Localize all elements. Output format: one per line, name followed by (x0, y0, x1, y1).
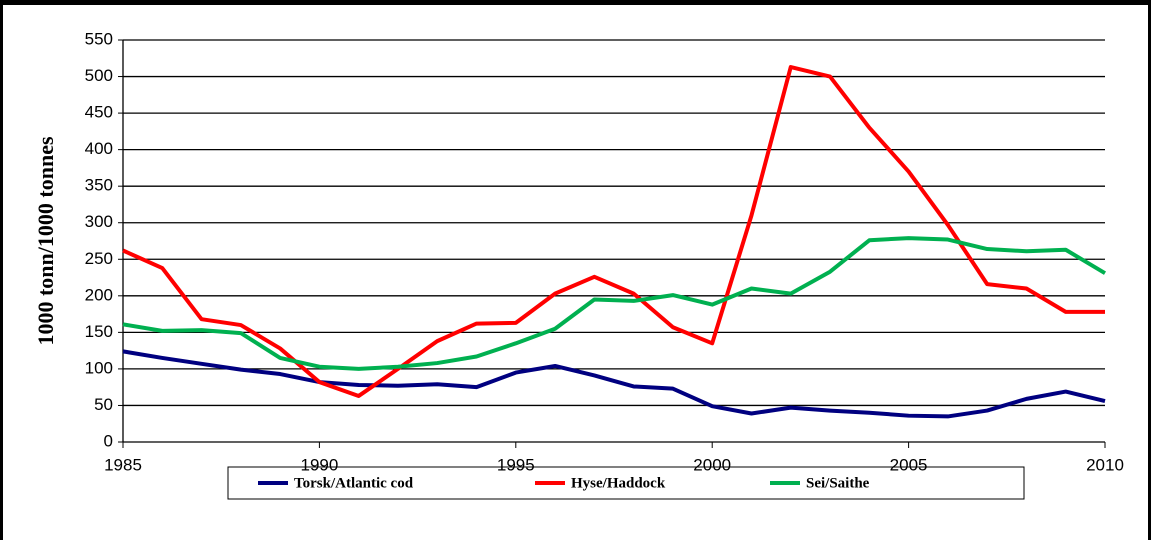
y-tick-label: 250 (85, 249, 113, 268)
y-tick-label: 300 (85, 212, 113, 231)
line-series (122, 349, 1106, 419)
y-tick-label: 550 (85, 29, 113, 48)
y-tick-label: 50 (94, 395, 113, 414)
y-tick-label: 150 (85, 322, 113, 341)
legend-label: Sei/Saithe (806, 475, 870, 491)
x-tick-label: 1985 (104, 455, 142, 474)
legend (227, 466, 1025, 500)
line-series (122, 65, 1105, 398)
y-axis-label: 1000 tonn/1000 tonnes (33, 136, 58, 345)
legend-label: Hyse/Haddock (571, 475, 666, 491)
legend-label: Torsk/Atlantic cod (294, 475, 414, 491)
y-tick-label: 400 (85, 139, 113, 158)
y-tick-label: 100 (85, 358, 113, 377)
y-tick-label: 350 (85, 176, 113, 195)
y-tick-label: 450 (85, 103, 113, 122)
x-tick-label: 1990 (300, 455, 338, 474)
x-tick-label: 2000 (693, 455, 731, 474)
x-tick-label: 2010 (1086, 455, 1124, 474)
y-tick-label: 200 (85, 285, 113, 304)
line-series (122, 236, 1107, 371)
y-tick-label: 0 (104, 431, 113, 450)
x-tick-label: 2005 (890, 455, 928, 474)
x-tick-label: 1995 (497, 455, 535, 474)
y-tick-label: 500 (85, 66, 113, 85)
